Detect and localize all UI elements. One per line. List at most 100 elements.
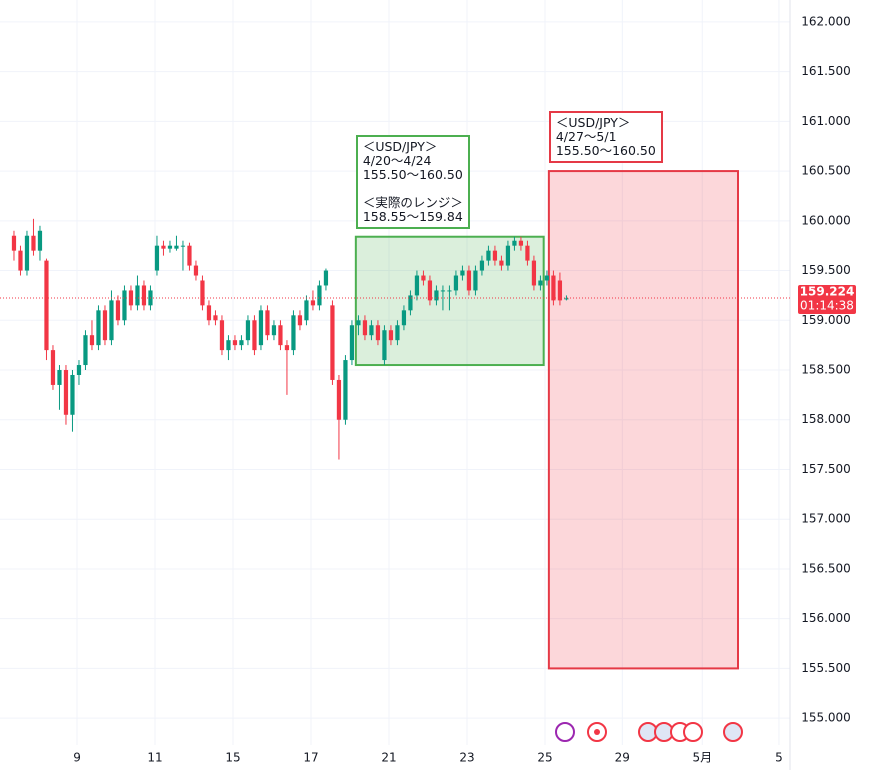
candle-body <box>57 370 62 385</box>
candle-body <box>161 245 166 249</box>
candle-body <box>369 325 374 336</box>
candle-body <box>206 305 212 321</box>
candle-body <box>421 275 426 281</box>
candle-body <box>531 260 537 286</box>
candle-body <box>375 325 381 341</box>
candle-body <box>336 379 342 420</box>
candle-body <box>180 245 186 247</box>
candle-body <box>518 240 524 246</box>
candle-body <box>115 300 121 321</box>
candle-body <box>408 295 413 311</box>
candle-body <box>343 360 348 420</box>
label-line: ＜USD/JPY＞ <box>555 115 631 131</box>
candle-body <box>492 250 498 261</box>
candle-body <box>252 320 257 351</box>
x-tick-label: 21 <box>381 751 396 765</box>
candle-body <box>24 235 30 271</box>
candle-body <box>141 285 147 306</box>
candle-body <box>544 275 550 281</box>
candle-body <box>187 245 192 266</box>
x-tick-label: 5月 <box>692 751 712 765</box>
candle-body <box>525 245 530 261</box>
x-tick-label: 17 <box>303 751 318 765</box>
candle-body <box>330 305 335 380</box>
label-line: 4/27〜5/1 <box>555 129 617 145</box>
candle-body <box>557 280 563 301</box>
candle-body <box>401 310 407 326</box>
candle-body <box>427 280 433 301</box>
y-tick-label: 157.000 <box>801 512 851 526</box>
candle-body <box>122 290 127 321</box>
candle-body <box>226 340 231 351</box>
countdown-label: 01:14:38 <box>800 299 854 313</box>
candle-body <box>265 310 270 336</box>
candle-body <box>317 285 322 306</box>
label-line: 155.50〜160.50 <box>555 143 656 159</box>
y-tick-label: 155.500 <box>801 661 851 675</box>
y-tick-label: 158.000 <box>801 412 851 426</box>
candle-body <box>128 290 134 306</box>
candle-body <box>83 335 88 366</box>
candle-body <box>499 260 504 266</box>
y-tick-label: 158.500 <box>801 363 851 377</box>
grid <box>0 0 790 745</box>
annotation-label: ＜USD/JPY＞ 4/27〜5/1 155.50〜160.50 <box>548 111 663 164</box>
label-group: ＜実際のレンジ＞ 158.55〜159.84 <box>362 194 463 224</box>
candle-body <box>109 300 114 341</box>
candle-body <box>460 270 465 276</box>
x-tick-label: 11 <box>147 751 162 765</box>
candle-body <box>304 300 309 321</box>
candle-body <box>473 270 478 291</box>
candle-body <box>258 310 264 346</box>
candle-body <box>271 325 277 336</box>
candle-body <box>466 270 472 291</box>
candle-body <box>440 290 446 292</box>
label-line: 4/20〜4/24 <box>362 152 432 168</box>
candle-body <box>310 300 316 306</box>
label-line: ＜USD/JPY＞ <box>362 138 438 154</box>
y-tick-label: 162.000 <box>801 14 851 28</box>
candle-body <box>37 230 43 251</box>
candle-body <box>200 280 205 306</box>
label-line: 158.55〜159.84 <box>362 208 463 224</box>
candle-body <box>362 320 368 336</box>
x-tick-label: 5 <box>775 751 783 765</box>
candle-body <box>245 320 251 341</box>
y-tick-label: 156.000 <box>801 611 851 625</box>
candle-body <box>486 250 491 261</box>
candle-body <box>551 275 556 301</box>
event-icon[interactable] <box>723 722 743 742</box>
y-tick-label: 161.000 <box>801 114 851 128</box>
candle-body <box>232 340 238 346</box>
annotation-label: ＜USD/JPY＞ 4/20〜4/24 155.50〜160.50 ＜実際のレンジ＞ 1… <box>355 134 470 229</box>
event-icon[interactable] <box>683 722 703 742</box>
y-tick-label: 160.000 <box>801 213 851 227</box>
candle-body <box>505 245 511 266</box>
candle-body <box>11 235 17 251</box>
candle-body <box>349 325 355 361</box>
candle-body <box>96 310 101 346</box>
x-tick-label: 23 <box>459 751 474 765</box>
candle-body <box>44 260 49 351</box>
candle-body <box>538 280 543 286</box>
candle-body <box>76 365 82 375</box>
event-icons <box>555 722 743 742</box>
y-tick-label: 155.000 <box>801 711 851 725</box>
candle-body <box>323 270 329 286</box>
x-tick-label: 29 <box>615 751 630 765</box>
candle-body <box>31 235 36 251</box>
label-group: ＜USD/JPY＞ 4/27〜5/1 155.50〜160.50 <box>556 116 656 158</box>
candle-body <box>154 245 160 271</box>
candle-body <box>135 285 140 306</box>
label-line: ＜実際のレンジ＞ <box>362 194 463 210</box>
event-icon[interactable] <box>555 722 575 742</box>
candle-body <box>89 335 95 346</box>
candle-body <box>453 275 459 291</box>
candle-body <box>414 275 420 296</box>
candle-body <box>284 345 290 351</box>
y-tick-label: 157.500 <box>801 462 851 476</box>
candle-body <box>395 325 400 341</box>
candle-body <box>356 320 361 326</box>
